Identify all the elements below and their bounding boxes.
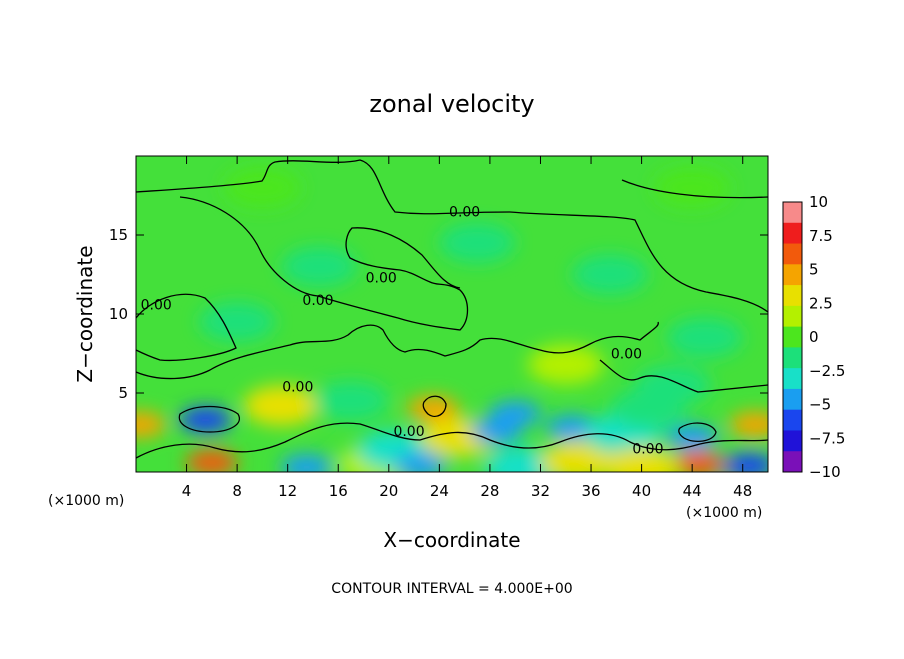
contour-middle	[179, 196, 469, 331]
x-tick-label-4: 20	[379, 482, 398, 500]
x-tick-label-0: 4	[182, 482, 192, 500]
colorbar-segment-0	[783, 202, 802, 224]
x-axis-ticks: 4 8 12 16 20 24 28 32 36 40 44 48	[182, 156, 752, 500]
anomaly-23	[723, 452, 768, 472]
colorbar-segment-8	[783, 368, 802, 390]
contour-lower-left	[136, 293, 237, 362]
colorbar-tick-1: 7.5	[809, 227, 833, 245]
x-tick-label-8: 36	[581, 482, 600, 500]
y-tick-label-0: 5	[118, 384, 128, 402]
anomaly-29	[666, 317, 743, 358]
contour-label-2: 0.00	[302, 293, 333, 309]
anomaly-2	[136, 411, 166, 438]
contour-upper-right	[621, 179, 768, 199]
contour-label-3: 0.00	[141, 298, 172, 314]
contour-label-0: 0.00	[449, 204, 480, 220]
x-tick-label-7: 32	[531, 482, 550, 500]
colorbar-segment-11	[783, 430, 802, 452]
colorbar-tick-2: 5	[809, 261, 819, 279]
anomaly-31	[654, 167, 731, 208]
colorbar-segment-3	[783, 264, 802, 286]
anomaly-30	[224, 167, 301, 208]
anomaly-22	[729, 411, 768, 438]
anomaly-0	[179, 406, 232, 433]
anomaly-8	[394, 452, 447, 472]
colorbar-tick-6: −5	[809, 396, 831, 414]
colorbar-segment-2	[783, 243, 802, 265]
colorbar-tick-3: 2.5	[809, 294, 833, 312]
colorbar-tick-0: 10	[809, 193, 828, 211]
colorbar-segment-10	[783, 409, 802, 431]
velocity-anomalies	[136, 167, 768, 472]
colorbar-tick-8: −10	[809, 463, 841, 481]
contour-label-1: 0.00	[366, 271, 397, 287]
contour-lines	[136, 159, 768, 459]
contour-label-4: 0.00	[282, 380, 313, 396]
anomaly-12	[489, 400, 542, 427]
colorbar-segment-4	[783, 285, 802, 307]
contour-wave-low	[136, 422, 768, 459]
colorbar-segment-12	[783, 451, 802, 473]
x-tick-label-9: 40	[632, 482, 651, 500]
contour-labels: 0.00 0.00 0.00 0.00 0.00 0.00 0.00 0.00	[141, 204, 664, 457]
colorbar-tick-7: −7.5	[809, 429, 845, 447]
y-axis-ticks: 5 10 15	[109, 226, 768, 402]
anomaly-28	[572, 254, 648, 295]
x-unit-label-right: (×1000 m)	[686, 505, 762, 521]
colorbar-segment-5	[783, 305, 802, 328]
contour-blob-left	[178, 405, 240, 433]
anomaly-3	[243, 385, 320, 426]
anomaly-19	[635, 365, 712, 406]
anomaly-25	[199, 301, 276, 342]
x-tick-label-3: 16	[329, 482, 348, 500]
x-tick-label-5: 24	[430, 482, 449, 500]
contour-lower-right	[599, 359, 768, 393]
plot-area	[136, 156, 768, 472]
colorbar-segment-6	[783, 326, 802, 348]
contour-layer-3km	[136, 321, 659, 380]
contour-upper	[136, 159, 768, 313]
x-tick-label-10: 44	[683, 482, 702, 500]
colorbar-frame	[782, 201, 803, 473]
anomaly-4	[280, 454, 333, 472]
contour-label-5: 0.00	[611, 347, 642, 363]
anomaly-5	[312, 380, 389, 421]
contour-blob-mid	[422, 395, 447, 418]
contour-blob-right	[678, 422, 717, 443]
anomaly-24	[603, 447, 680, 472]
x-tick-label-11: 48	[733, 482, 752, 500]
anomaly-21	[672, 451, 725, 472]
anomaly-16	[527, 344, 604, 385]
x-tick-label-6: 28	[480, 482, 499, 500]
anomaly-27	[439, 222, 516, 263]
contour-label-7: 0.00	[632, 441, 663, 457]
anomaly-26	[281, 246, 358, 287]
y-tick-label-2: 15	[109, 226, 128, 244]
colorbar-segment-1	[783, 222, 802, 245]
anomaly-1	[185, 449, 238, 472]
x-tick-label-1: 8	[232, 482, 242, 500]
colorbar-tick-5: −2.5	[809, 362, 845, 380]
x-axis-title: X−coordinate	[383, 528, 520, 552]
contour-label-6: 0.00	[393, 424, 424, 440]
x-tick-label-2: 12	[278, 482, 297, 500]
chart-title: zonal velocity	[369, 90, 534, 118]
anomaly-9	[407, 395, 460, 422]
colorbar-segment-9	[783, 388, 802, 411]
contour-interval-note: CONTOUR INTERVAL = 4.000E+00	[331, 581, 572, 597]
colorbar-tick-4: 0	[809, 328, 819, 346]
y-tick-label-1: 10	[109, 305, 128, 323]
x-unit-label-left: (×1000 m)	[48, 493, 124, 509]
colorbar-segment-7	[783, 347, 802, 369]
y-axis-title: Z−coordinate	[73, 245, 97, 382]
colorbar: 10 7.5 5 2.5 0 −2.5 −5 −7.5 −10	[782, 193, 845, 481]
